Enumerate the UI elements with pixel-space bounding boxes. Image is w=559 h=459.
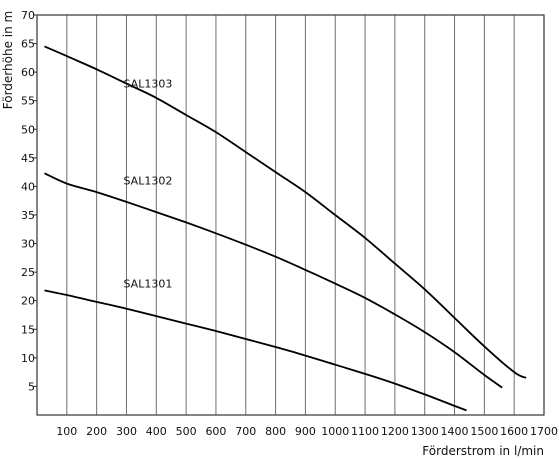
y-tick-label: 20 — [21, 295, 35, 308]
y-tick-label: 15 — [21, 323, 35, 336]
x-tick-label: 1700 — [530, 425, 558, 438]
x-tick-label: 700 — [235, 425, 256, 438]
y-tick-label: 70 — [21, 9, 35, 22]
y-tick-label: 60 — [21, 66, 35, 79]
series-label-sal1301: SAL1301 — [123, 278, 172, 291]
x-tick-label: 1500 — [470, 425, 498, 438]
y-tick-label: 45 — [21, 152, 35, 165]
x-tick-label: 1600 — [500, 425, 528, 438]
x-tick-label: 1100 — [351, 425, 379, 438]
x-tick-label: 200 — [86, 425, 107, 438]
x-tick-label: 1400 — [441, 425, 469, 438]
y-tick-label: 65 — [21, 38, 35, 51]
plot-frame — [36, 14, 545, 416]
x-tick-label: 600 — [205, 425, 226, 438]
x-tick-label: 1000 — [321, 425, 349, 438]
series-label-sal1302: SAL1302 — [123, 175, 172, 188]
y-tick-label: 5 — [28, 380, 35, 393]
x-tick-label: 900 — [295, 425, 316, 438]
x-tick-label: 1300 — [411, 425, 439, 438]
ticks: 100 200 300 400 500 600 700 800 900 1000 1100 1200 1… — [21, 9, 558, 438]
y-tick-label: 30 — [21, 238, 35, 251]
x-tick-label: 1200 — [381, 425, 409, 438]
series-lines — [44, 45, 527, 412]
x-tick-label: 100 — [56, 425, 77, 438]
y-tick-label: 40 — [21, 180, 35, 193]
series-line-sal1303 — [44, 45, 527, 379]
series-line-sal1301 — [44, 289, 467, 412]
y-tick-label: 10 — [21, 352, 35, 365]
y-tick-label: 25 — [21, 266, 35, 279]
x-axis-title: Förderstrom in l/min — [422, 444, 544, 458]
y-tick-label: 55 — [21, 95, 35, 108]
y-axis-title: Förderhöhe in m — [1, 11, 15, 109]
series-line-sal1302 — [44, 172, 503, 389]
y-tick-label: 35 — [21, 209, 35, 222]
series-label-sal1303: SAL1303 — [123, 78, 172, 91]
x-tick-label: 300 — [116, 425, 137, 438]
y-tick-label: 50 — [21, 123, 35, 136]
series-labels: SAL1303 SAL1302 SAL1301 — [123, 78, 172, 291]
x-tick-label: 400 — [146, 425, 167, 438]
x-tick-label: 500 — [176, 425, 197, 438]
x-tick-label: 800 — [265, 425, 286, 438]
